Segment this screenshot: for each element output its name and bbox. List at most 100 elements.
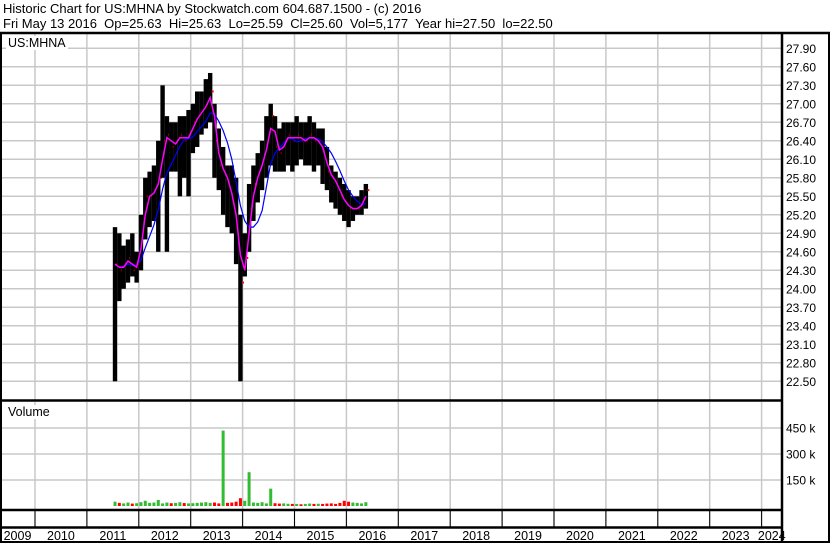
- volume-bar: [334, 503, 338, 506]
- year-label: 2022: [670, 529, 698, 543]
- volume-bar: [204, 502, 208, 506]
- price-bar: [359, 190, 364, 215]
- year-label: 2017: [410, 529, 438, 543]
- axis-labels: 27.90 27.60 27.30 27.00 26.70 26.40 26.10 25.80…: [4, 42, 817, 543]
- price-bar: [346, 190, 351, 228]
- volume-bar: [230, 502, 234, 506]
- volume-bar: [251, 502, 255, 506]
- volume-bar: [282, 503, 286, 506]
- volume-bar: [234, 501, 238, 506]
- year-label: 2012: [151, 529, 179, 543]
- price-bars: [112, 72, 370, 382]
- volume-bar: [277, 503, 281, 506]
- price-tick-label: 25.20: [786, 208, 816, 222]
- volume-bar: [256, 502, 260, 506]
- price-bar: [290, 122, 295, 172]
- year-label: 2023: [722, 529, 750, 543]
- volume-bar: [286, 503, 290, 506]
- price-bar: [112, 227, 118, 382]
- volume-bar: [174, 502, 178, 506]
- volume-bar: [308, 503, 312, 506]
- volume-panel-label: Volume: [6, 405, 52, 419]
- volume-tick-label: 450 k: [786, 422, 816, 436]
- price-bar: [225, 165, 230, 228]
- price-tick-label: 23.40: [786, 319, 816, 333]
- volume-bar: [165, 502, 169, 506]
- price-bar: [212, 103, 217, 178]
- price-bar: [342, 183, 347, 221]
- price-tick-label: 22.50: [786, 375, 816, 389]
- volume-bar: [347, 501, 351, 506]
- price-tick-label: 26.70: [786, 116, 816, 130]
- price-bar: [285, 122, 291, 166]
- year-label: 2016: [358, 529, 386, 543]
- volume-bar: [273, 503, 277, 506]
- price-tick-label: 23.70: [786, 301, 816, 315]
- price-tick-label: 25.50: [786, 190, 816, 204]
- volume-bar: [247, 472, 251, 506]
- volume-bar: [208, 502, 212, 506]
- price-tick-label: 25.80: [786, 171, 816, 185]
- volume-bar: [321, 503, 325, 506]
- chart-title: Historic Chart for US:MHNA by Stockwatch…: [3, 1, 422, 16]
- volume-bar: [135, 503, 139, 506]
- year-label: 2015: [307, 529, 335, 543]
- price-tick-label: 24.60: [786, 245, 816, 259]
- volume-bar: [200, 502, 204, 506]
- price-bar: [246, 183, 252, 252]
- volume-bar: [122, 503, 126, 506]
- price-bar: [294, 116, 299, 166]
- volume-bar: [187, 503, 191, 506]
- year-label: 2019: [514, 529, 542, 543]
- price-bar: [156, 140, 161, 252]
- volume-tick-label: 150 k: [786, 474, 816, 488]
- volume-bar: [351, 502, 355, 506]
- volume-bar: [130, 503, 134, 506]
- volume-bar: [299, 504, 303, 506]
- volume-bar: [152, 502, 156, 506]
- price-panel-label: US:MHNA: [6, 36, 68, 50]
- price-bar: [160, 85, 165, 178]
- close-mark: [211, 90, 214, 93]
- volume-bar: [225, 502, 229, 506]
- volume-bar: [325, 503, 329, 506]
- price-bar: [333, 171, 338, 209]
- price-tick-label: 27.00: [786, 97, 816, 111]
- price-bar: [268, 103, 273, 166]
- price-bar: [242, 233, 247, 277]
- volume-bar: [312, 503, 316, 506]
- price-tick-label: 27.90: [786, 42, 816, 56]
- price-tick-label: 26.10: [786, 153, 816, 167]
- price-bar: [177, 116, 183, 197]
- volume-bar: [342, 500, 346, 506]
- volume-bar: [260, 502, 264, 506]
- volume-bar: [364, 502, 368, 506]
- price-tick-label: 26.40: [786, 134, 816, 148]
- volume-bar: [156, 499, 160, 506]
- close-mark: [241, 281, 244, 284]
- year-label: 2018: [462, 529, 490, 543]
- price-bar: [203, 79, 209, 129]
- close-mark: [246, 256, 249, 259]
- price-bar: [229, 165, 234, 234]
- price-tick-label: 24.90: [786, 227, 816, 241]
- volume-bar: [221, 430, 225, 506]
- quote-summary: Fri May 13 2016 Op=25.63 Hi=25.63 Lo=25.…: [3, 16, 553, 31]
- price-bar: [355, 196, 360, 215]
- volume-bar: [143, 500, 147, 506]
- price-bar: [220, 146, 226, 215]
- price-bar: [307, 116, 312, 166]
- price-bar: [311, 122, 317, 172]
- volume-bar: [360, 503, 364, 506]
- price-tick-label: 24.00: [786, 282, 816, 296]
- volume-bar: [329, 503, 333, 506]
- moving-averages: [114, 95, 367, 271]
- long-moving-average-line: [114, 112, 367, 268]
- price-bar: [303, 122, 308, 166]
- volume-bar: [148, 502, 152, 506]
- price-bar: [138, 214, 144, 271]
- price-bar: [182, 116, 187, 178]
- price-bar: [337, 177, 343, 215]
- volume-bar: [243, 500, 247, 506]
